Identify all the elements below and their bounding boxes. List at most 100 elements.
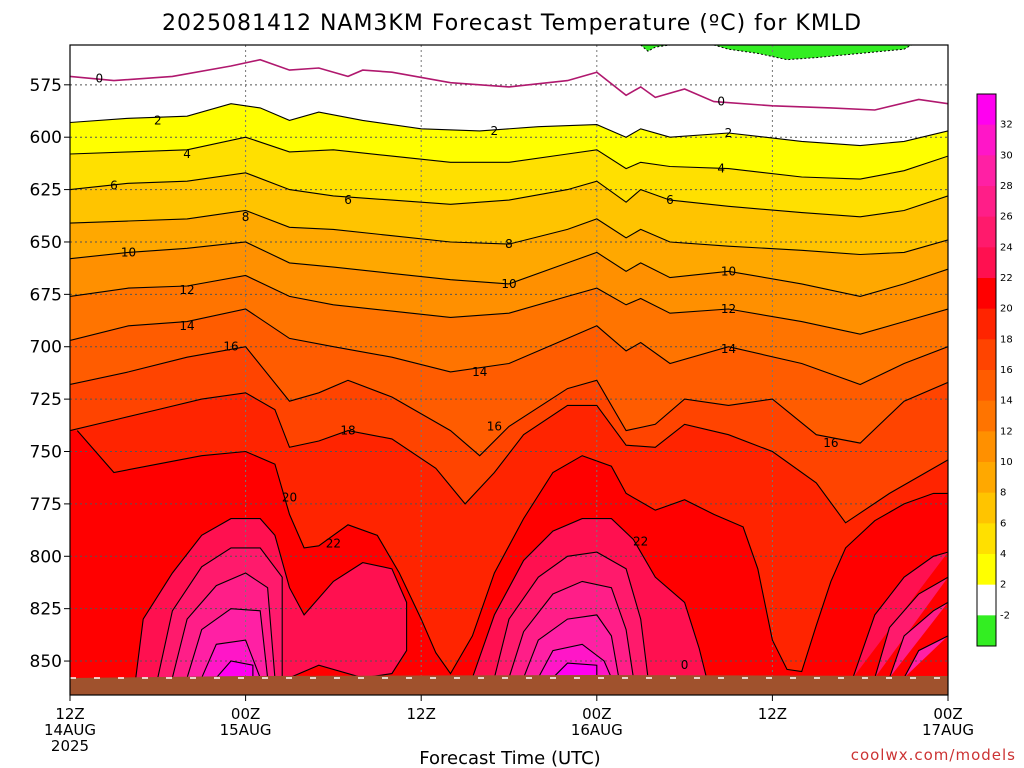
isotherm-label: 0 xyxy=(95,72,103,86)
colorbar-label: 20 xyxy=(1000,304,1013,315)
colorbar-label: 14 xyxy=(1000,396,1013,407)
colorbar-swatch xyxy=(977,216,996,248)
colorbar-label: 8 xyxy=(1000,488,1006,499)
gridlines xyxy=(70,45,948,682)
colorbar-swatch xyxy=(977,94,996,126)
isotherm-22 xyxy=(852,551,948,678)
isotherm-label: 6 xyxy=(666,193,674,207)
isotherm-28 xyxy=(186,608,269,678)
band-below-0 xyxy=(70,45,948,110)
colorbar-swatch xyxy=(977,492,996,524)
band-above-32 xyxy=(552,663,597,678)
colorbar-swatch xyxy=(977,247,996,279)
isotherm-28 xyxy=(903,635,948,679)
isotherm-label: 18 xyxy=(340,424,355,438)
isotherm-12 xyxy=(70,274,948,335)
x-tick-label: 16AUG xyxy=(571,721,623,739)
y-tick-label: 625 xyxy=(30,181,62,201)
colorbar-label: 30 xyxy=(1000,150,1013,161)
colorbar-legend: 32 30 28 26 24 22 20 18 16 14 12 10 8 6 4 2 -2 xyxy=(976,93,1013,647)
band-above-26 xyxy=(889,602,948,678)
isotherm-18 xyxy=(70,392,948,524)
y-tick-label: 825 xyxy=(30,600,62,620)
colorbar-label: 6 xyxy=(1000,518,1006,529)
isotherm-label: 0 xyxy=(681,658,689,672)
isotherm-16 xyxy=(70,346,948,457)
chart-title: 2025081412 NAM3KM Forecast Temperature (… xyxy=(162,11,862,36)
x-tick-label: 12Z xyxy=(758,705,787,723)
colorbar-swatch xyxy=(977,584,996,616)
colorbar-swatch xyxy=(977,124,996,156)
y-tick-label: 700 xyxy=(30,338,62,358)
band-above-28 xyxy=(904,635,948,678)
isotherm-label: 16 xyxy=(487,419,502,433)
isotherm-label: 12 xyxy=(179,283,194,297)
isotherm-label: 0 xyxy=(717,95,725,109)
x-tick-label: 00Z xyxy=(582,705,611,723)
colorbar-label: 16 xyxy=(1000,365,1013,376)
band-above-32 xyxy=(216,661,253,678)
colorbar-swatch xyxy=(977,186,996,218)
colorbar-swatch xyxy=(977,523,996,555)
colorbar-label: 26 xyxy=(1000,212,1013,223)
isotherm-20 xyxy=(76,430,948,675)
isotherm-label: 10 xyxy=(121,245,136,259)
isotherm-26 xyxy=(171,572,276,678)
colorbar-swatch xyxy=(977,554,996,586)
isotherm-24 xyxy=(493,551,649,678)
colorbar-label: 32 xyxy=(1000,120,1013,131)
isotherm-8 xyxy=(70,209,948,256)
colorbar-swatch xyxy=(977,278,996,310)
credit-text: coolwx.com/models xyxy=(851,746,1016,764)
isotherm-label: 16 xyxy=(223,340,238,354)
y-tick-label: 650 xyxy=(30,233,62,253)
isotherm-24 xyxy=(874,576,948,678)
isotherm-label: 2 xyxy=(154,113,162,127)
isotherm-label: 4 xyxy=(183,147,191,161)
isotherm-label: 8 xyxy=(505,237,513,251)
isotherm-4 xyxy=(70,136,948,180)
colorbar-frame xyxy=(976,93,997,647)
colorbar-label: 18 xyxy=(1000,334,1013,345)
below-freezing-patch xyxy=(639,45,671,52)
colorbar-swatch xyxy=(977,462,996,494)
isotherm-30 xyxy=(201,639,261,679)
isotherm-label: 6 xyxy=(110,178,118,192)
x-tick-label: 00Z xyxy=(231,705,260,723)
colorbar-swatch xyxy=(977,370,996,402)
temperature-fill xyxy=(70,45,948,682)
colorbar-label: -2 xyxy=(1000,610,1010,621)
isotherm-label: 14 xyxy=(179,319,194,333)
y-tick-label: 575 xyxy=(30,76,62,96)
band-above-24 xyxy=(874,577,948,678)
isotherm-2 xyxy=(70,103,948,147)
colorbar-label: 24 xyxy=(1000,242,1013,253)
ground-surface xyxy=(70,675,948,695)
isotherm-label: 22 xyxy=(633,535,648,549)
isotherm-10 xyxy=(70,241,948,297)
isotherm-28 xyxy=(523,614,620,678)
y-tick-label: 850 xyxy=(30,652,62,672)
y-tick-label: 600 xyxy=(30,128,62,148)
y-tick-label: 725 xyxy=(30,390,62,410)
isotherm-32 xyxy=(552,662,598,679)
isotherm-label: 14 xyxy=(472,365,487,379)
colorbar-swatch xyxy=(977,308,996,340)
y-tick-label: 750 xyxy=(30,443,62,463)
colorbar-swatch xyxy=(977,400,996,432)
x-axis-label: Forecast Time (UTC) xyxy=(419,748,600,768)
plot-frame xyxy=(69,44,949,696)
colorbar-swatch xyxy=(977,155,996,187)
isotherm-26 xyxy=(888,601,948,678)
colorbar-swatch xyxy=(977,339,996,371)
x-tick-label: 15AUG xyxy=(220,721,272,739)
isotherm-label: 8 xyxy=(242,210,250,224)
isotherm-14 xyxy=(70,308,948,386)
isotherm-label: 2 xyxy=(491,124,499,138)
isotherm-label: 20 xyxy=(282,491,297,505)
colorbar-swatch xyxy=(977,615,996,647)
isotherm-label: 22 xyxy=(326,537,341,551)
